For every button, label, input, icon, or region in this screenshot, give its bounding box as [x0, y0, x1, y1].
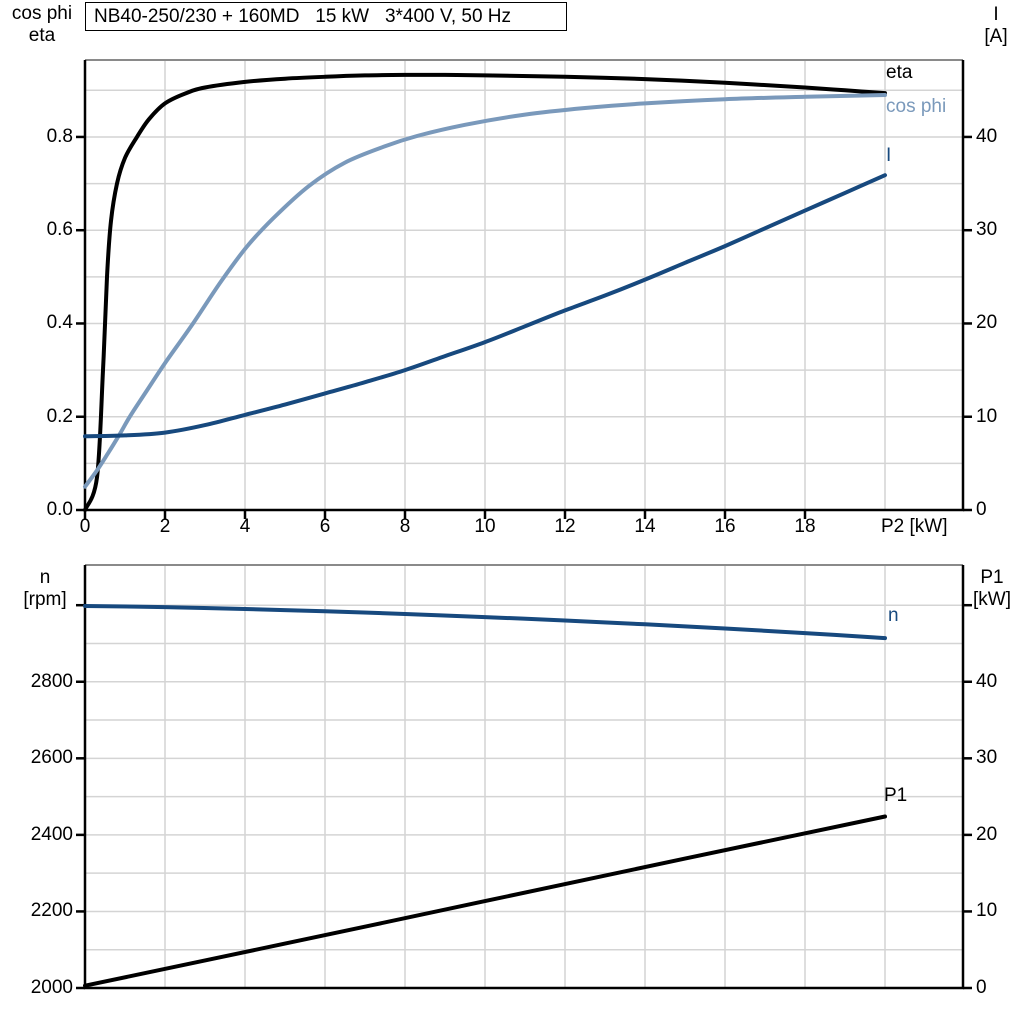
tick-label: 20	[976, 823, 998, 845]
tick-label: 2800	[30, 670, 73, 692]
tick-label: 2400	[30, 823, 73, 845]
right-axis-title-line2: [kW]	[973, 589, 1011, 610]
tick-label: 10	[976, 900, 998, 922]
curve-eta	[83, 72, 887, 512]
right-axis-title-line2: [A]	[984, 26, 1008, 47]
tick-label: 0.6	[46, 219, 73, 241]
axis-spines	[83, 60, 965, 512]
left-axis-title-line1: cos phi	[11, 3, 73, 24]
tick-label: 0	[976, 977, 987, 998]
tick-label: 10	[976, 405, 998, 427]
tick-label: 4	[239, 516, 251, 537]
bottom-chart-right-axis-title: P1 [kW]	[962, 567, 1022, 611]
tick-label: 0	[79, 516, 91, 537]
top-chart-left-axis-title: cos phi eta	[4, 3, 80, 47]
curve-p1	[83, 814, 887, 988]
curve-label-eta: eta	[886, 62, 913, 83]
tick-label: 16	[714, 516, 736, 537]
x-axis-label: P2 [kW]	[881, 516, 948, 537]
curve-label-cos-phi: cos phi	[886, 96, 947, 117]
tick-label: 2	[159, 516, 171, 537]
curve-n	[83, 604, 887, 641]
tick-label: 0	[976, 499, 987, 520]
tick-label: 0.8	[46, 125, 73, 147]
tick-label: 12	[554, 516, 576, 537]
tick-label: 2000	[30, 977, 73, 998]
tick-label: 2600	[30, 747, 73, 769]
tick-label: 40	[976, 125, 998, 147]
left-axis-title-line2: eta	[28, 25, 56, 46]
curve-i	[83, 173, 887, 439]
curve-label-speed: n	[888, 605, 899, 626]
left-axis-title-line2: [rpm]	[23, 589, 67, 610]
chart-title: NB40-250/230 + 160MD 15 kW 3*400 V, 50 H…	[94, 5, 512, 27]
tick-label: 14	[634, 516, 656, 537]
curve-cos-phi	[83, 93, 887, 489]
right-axis-title-line1: I	[993, 4, 999, 25]
top-chart-right-axis-title: I [A]	[970, 4, 1022, 48]
chart-title-box: NB40-250/230 + 160MD 15 kW 3*400 V, 50 H…	[85, 2, 567, 31]
tick-label: 18	[794, 516, 816, 537]
tick-label: 2200	[30, 900, 73, 922]
tick-label: 0.4	[46, 312, 73, 334]
bottom-chart-left-axis-title: n [rpm]	[8, 567, 82, 611]
tick-label: 20	[976, 312, 998, 334]
tick-label: 0.0	[46, 499, 73, 520]
tick-label: 10	[474, 516, 496, 537]
tick-label: 30	[976, 219, 998, 241]
curve-label-current: I	[886, 145, 892, 166]
left-axis-title-line1: n	[39, 567, 51, 588]
axis-spines	[83, 565, 965, 990]
right-axis-title-line1: P1	[980, 567, 1004, 588]
curve-label-input-power: P1	[884, 785, 908, 806]
tick-label: 8	[399, 516, 411, 537]
tick-label: 6	[319, 516, 331, 537]
tick-label: 30	[976, 747, 998, 769]
tick-label: 0.2	[46, 405, 73, 427]
tick-label: 40	[976, 670, 998, 692]
